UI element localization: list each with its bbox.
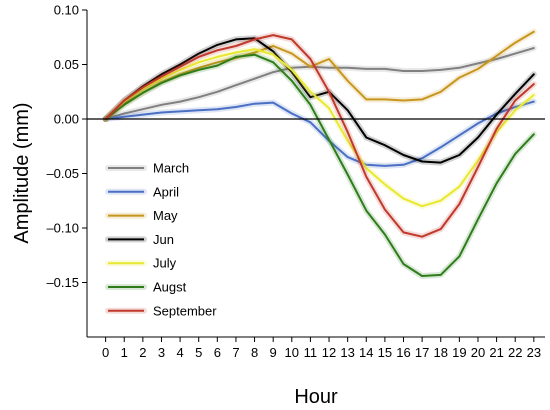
x-tick-label: 6 — [214, 345, 221, 360]
x-tick-label: 7 — [232, 345, 239, 360]
legend-label-3: Jun — [153, 232, 174, 247]
x-tick-label: 14 — [359, 345, 373, 360]
y-tick-label: 0.05 — [54, 57, 79, 72]
legend-label-1: April — [153, 184, 179, 199]
x-tick-label: 9 — [270, 345, 277, 360]
x-tick-label: 23 — [527, 345, 541, 360]
x-axis-title: Hour — [294, 386, 338, 408]
x-tick-label: 8 — [251, 345, 258, 360]
ticks-layer: 0.100.050.00–0.05–0.10–0.150 1 2 3 4 5 6 7 8 9 10 1… — [46, 3, 541, 361]
series-line-0 — [104, 47, 535, 120]
legend-label-2: May — [153, 208, 178, 223]
x-tick-label: 16 — [396, 345, 410, 360]
series-glow-0 — [102, 45, 537, 122]
x-tick-label: 22 — [508, 345, 522, 360]
x-tick-label: 21 — [489, 345, 503, 360]
legend-label-6: September — [153, 303, 217, 318]
legend: March April May Jun July Augst September — [105, 161, 217, 318]
x-tick-label: 17 — [415, 345, 429, 360]
x-tick-label: 20 — [471, 345, 485, 360]
y-tick-label: 0.00 — [54, 112, 79, 127]
y-tick-label: 0.10 — [54, 3, 79, 18]
x-tick-label: 0 — [102, 345, 109, 360]
x-tick-label: 18 — [434, 345, 448, 360]
y-tick-label: –0.05 — [46, 166, 79, 181]
x-tick-label: 13 — [340, 345, 354, 360]
x-tick-label: 10 — [285, 345, 299, 360]
x-tick-label: 3 — [158, 345, 165, 360]
series-line-6 — [104, 34, 535, 238]
y-tick-label: –0.10 — [46, 221, 79, 236]
series-line-3 — [104, 37, 535, 164]
series-layer — [102, 28, 537, 279]
x-tick-label: 11 — [304, 345, 318, 360]
legend-label-0: March — [153, 161, 189, 176]
series-line-2 — [104, 30, 535, 120]
series-line-5 — [104, 53, 535, 277]
x-tick-label: 12 — [322, 345, 336, 360]
series-line-4 — [104, 48, 535, 208]
x-tick-label: 15 — [378, 345, 392, 360]
y-tick-label: –0.15 — [46, 275, 79, 290]
legend-label-5: Augst — [153, 280, 187, 295]
y-axis-title: Amplitude (mm) — [11, 102, 33, 243]
x-tick-label: 2 — [139, 345, 146, 360]
x-tick-label: 4 — [176, 345, 183, 360]
legend-label-4: July — [153, 256, 177, 271]
series-line-1 — [104, 100, 535, 167]
x-tick-label: 19 — [452, 345, 466, 360]
x-tick-label: 1 — [121, 345, 128, 360]
x-tick-label: 5 — [195, 345, 202, 360]
